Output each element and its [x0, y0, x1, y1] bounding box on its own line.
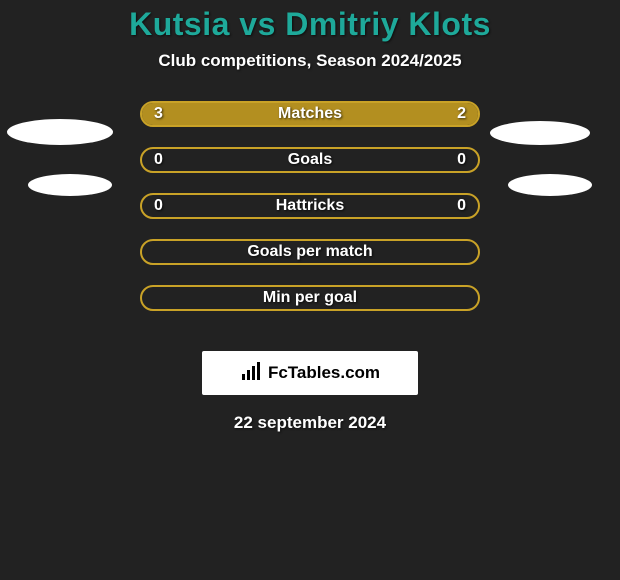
stat-row: Goals per match: [140, 239, 480, 265]
date-text: 22 september 2024: [0, 413, 620, 433]
stat-label: Matches: [278, 105, 342, 123]
decorative-ellipse: [28, 174, 112, 196]
stat-bar: Goals per match: [140, 239, 480, 265]
stat-bar: 3 2 Matches: [140, 101, 480, 127]
chart-area: 3 2 Matches 0 0 Goals 0 0 Hattricks Goals per mat…: [0, 101, 620, 351]
stat-label: Hattricks: [276, 197, 344, 215]
stat-value-right: 2: [457, 105, 466, 123]
comparison-infographic: Kutsia vs Dmitriy Klots Club competition…: [0, 0, 620, 433]
stat-value-right: 0: [457, 197, 466, 215]
brand-box: FcTables.com: [202, 351, 418, 395]
stat-value-left: 0: [154, 197, 163, 215]
stat-bars-column: 3 2 Matches 0 0 Goals 0 0 Hattricks Goals per mat…: [140, 101, 480, 331]
stat-row: 0 0 Hattricks: [140, 193, 480, 219]
stat-label: Goals per match: [247, 243, 372, 261]
brand-logo-icon: [240, 360, 262, 387]
decorative-ellipse: [490, 121, 590, 145]
decorative-ellipse: [7, 119, 113, 145]
stat-label: Goals: [288, 151, 332, 169]
stat-value-left: 0: [154, 151, 163, 169]
brand-text: FcTables.com: [268, 363, 380, 383]
page-title: Kutsia vs Dmitriy Klots: [0, 6, 620, 43]
stat-value-left: 3: [154, 105, 163, 123]
stat-row: 0 0 Goals: [140, 147, 480, 173]
page-subtitle: Club competitions, Season 2024/2025: [0, 51, 620, 71]
stat-value-right: 0: [457, 151, 466, 169]
stat-bar: Min per goal: [140, 285, 480, 311]
stat-row: 3 2 Matches: [140, 101, 480, 127]
stat-bar: 0 0 Hattricks: [140, 193, 480, 219]
stat-bar: 0 0 Goals: [140, 147, 480, 173]
stat-row: Min per goal: [140, 285, 480, 311]
brand-inner: FcTables.com: [240, 360, 380, 387]
decorative-ellipse: [508, 174, 592, 196]
stat-label: Min per goal: [263, 289, 357, 307]
